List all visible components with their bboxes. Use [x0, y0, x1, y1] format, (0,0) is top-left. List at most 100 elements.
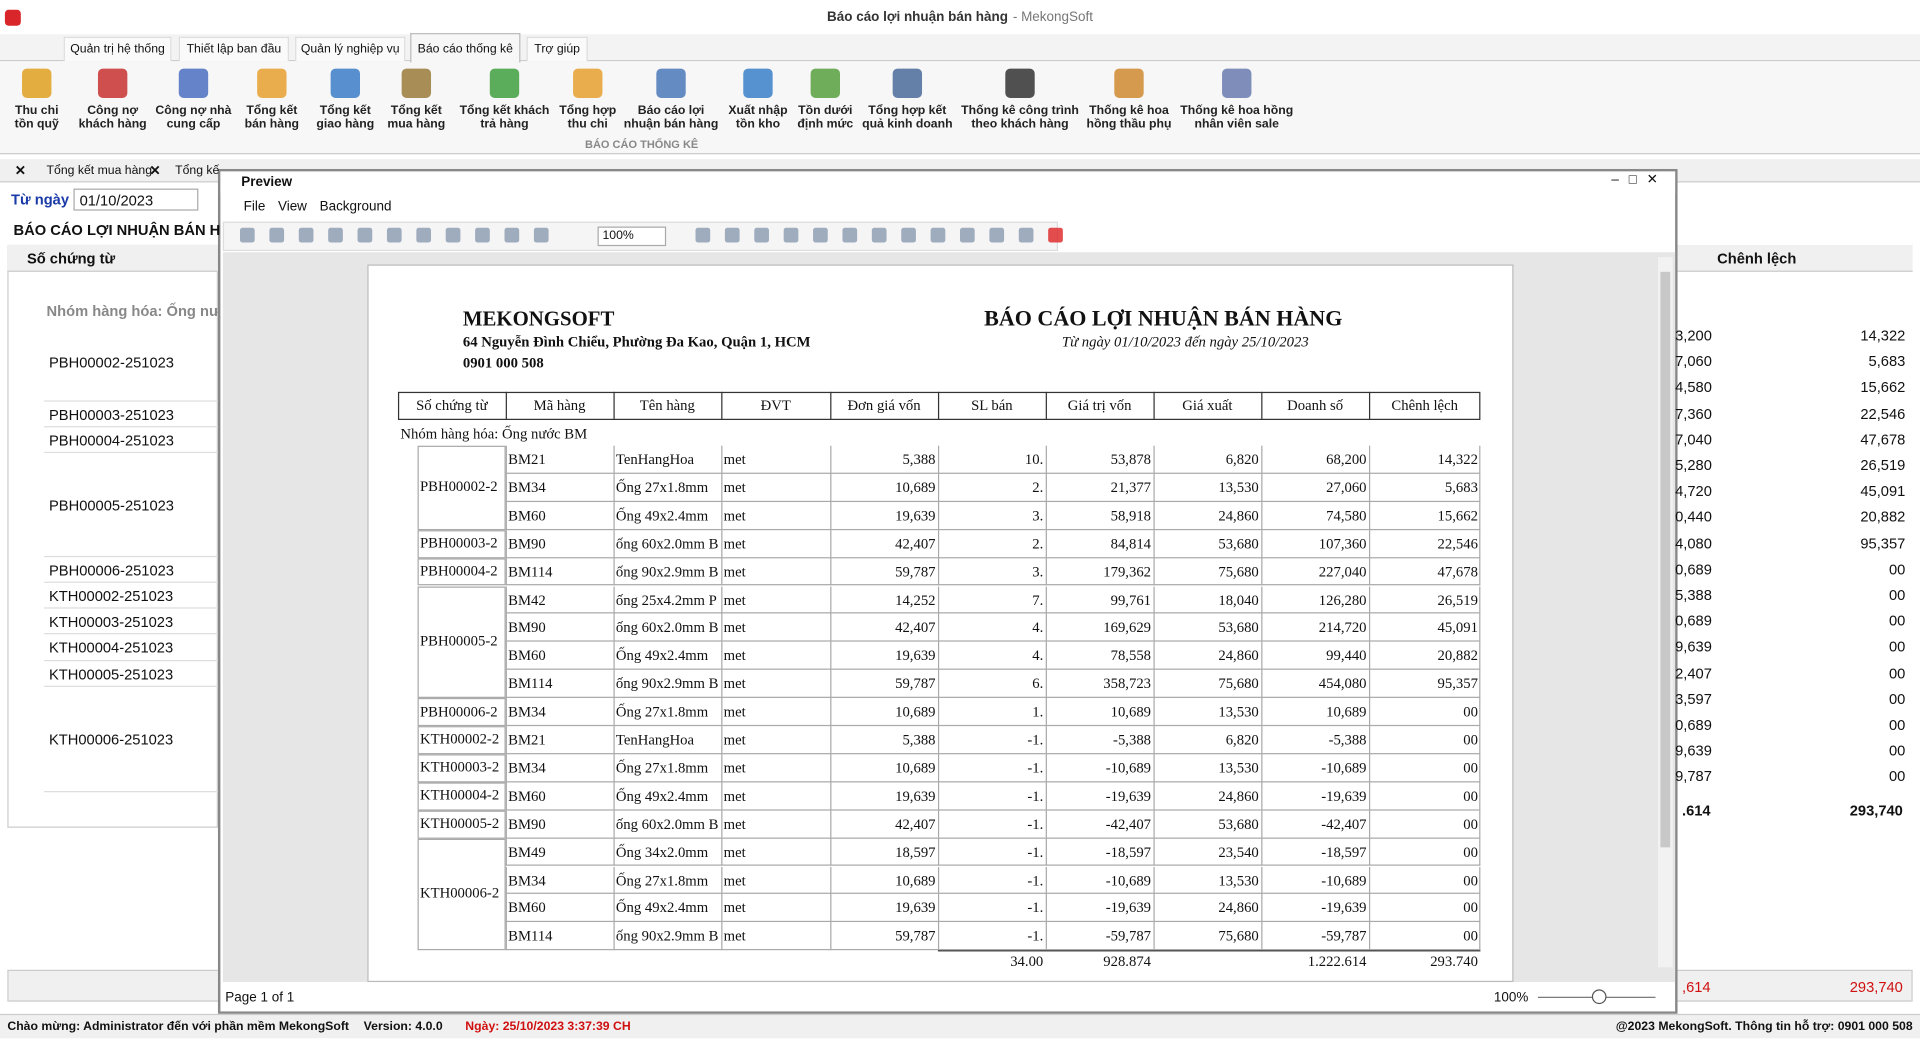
ribbon-button-label[interactable]: nhuận bán hàng: [623, 117, 719, 132]
ribbon-icon[interactable]: [573, 68, 603, 98]
toolbar-button[interactable]: [930, 227, 946, 243]
toolbar-button[interactable]: [783, 227, 799, 243]
ribbon-button-label[interactable]: Công nợ: [87, 104, 139, 118]
menu-tab[interactable]: Quản trị hệ thống: [63, 36, 172, 62]
voucher: PBH00005-2: [420, 632, 498, 650]
cell-divider: [937, 782, 940, 811]
ribbon-button-label[interactable]: Thống kê hoa hồng: [1180, 104, 1294, 118]
toolbar-button[interactable]: [695, 227, 711, 243]
doc-tab[interactable]: Tổng kết mua hàng: [46, 164, 153, 178]
ribbon-icon[interactable]: [1222, 68, 1252, 98]
toolbar-button[interactable]: [842, 227, 858, 243]
ribbon-button-label[interactable]: Thống kê hoa: [1089, 104, 1169, 118]
cell-divider: [721, 810, 723, 839]
ribbon-button-label[interactable]: Xuất nhập: [728, 104, 788, 118]
ribbon-button-label[interactable]: nhân viên sale: [1194, 117, 1279, 132]
ribbon-button-label[interactable]: theo khách hàng: [971, 117, 1069, 132]
zoom-box[interactable]: 100%: [597, 226, 667, 247]
window-buttons[interactable]: –□✕: [1611, 172, 1668, 188]
ribbon-icon[interactable]: [743, 68, 773, 98]
cell-divider: [1045, 501, 1047, 530]
tab-close[interactable]: ✕: [14, 164, 26, 179]
toolbar-button[interactable]: [445, 227, 461, 243]
ribbon-icon[interactable]: [656, 68, 686, 98]
ribbon-button-label[interactable]: Tổng kết: [390, 104, 442, 118]
toolbar-button[interactable]: [813, 227, 828, 243]
ribbon-button-label[interactable]: Báo cáo lợi: [637, 104, 705, 118]
cell-divider: [613, 922, 615, 951]
ribbon-icon[interactable]: [22, 68, 52, 98]
ribbon-button-label[interactable]: Công nợ nhà: [155, 104, 232, 118]
preview-menu-item[interactable]: File: [243, 199, 266, 215]
ribbon-button-label[interactable]: Tổng kết: [246, 104, 298, 118]
preview-menu-item[interactable]: View: [277, 199, 307, 215]
toolbar-button[interactable]: [989, 227, 1005, 243]
ribbon-icon[interactable]: [489, 68, 520, 98]
ribbon-button-label[interactable]: Tồn dưới: [798, 104, 853, 118]
grid-cell: 5,683: [1868, 352, 1906, 371]
ribbon-icon[interactable]: [810, 68, 841, 98]
voucher-cell: [417, 838, 506, 951]
date-input[interactable]: 01/10/2023: [73, 188, 199, 211]
toolbar-button[interactable]: [269, 227, 285, 243]
report-cell: Ống 27x1.8mm: [615, 702, 709, 721]
toolbar-button[interactable]: [901, 227, 916, 243]
ribbon-icon[interactable]: [892, 68, 923, 98]
toolbar-button[interactable]: [298, 227, 314, 243]
toolbar-button[interactable]: [475, 227, 490, 243]
doc-tab[interactable]: Tổng kế: [175, 164, 220, 178]
toolbar-button[interactable]: [416, 227, 432, 243]
ribbon-icon[interactable]: [330, 68, 361, 98]
ribbon-button-label[interactable]: tồn quỹ: [14, 117, 59, 132]
toolbar-button[interactable]: [328, 227, 343, 243]
ribbon-button-label[interactable]: bán hàng: [244, 117, 300, 132]
ribbon-button-label[interactable]: Tổng hợp kết: [868, 104, 947, 118]
menu-tab[interactable]: Trợ giúp: [526, 36, 588, 62]
ribbon-button-label[interactable]: Thu chi: [14, 104, 59, 118]
app-name: - MekongSoft: [1012, 9, 1093, 25]
ribbon-button-label[interactable]: mua hàng: [387, 117, 446, 132]
ribbon-button-label[interactable]: quả kinh doanh: [862, 117, 953, 132]
toolbar-button[interactable]: [504, 227, 520, 243]
preview-menu-item[interactable]: Background: [319, 199, 392, 215]
report-cell: 00: [1463, 787, 1478, 805]
ribbon-icon[interactable]: [97, 68, 128, 98]
menu-tab[interactable]: Báo cáo thống kê: [410, 33, 521, 63]
toolbar-button[interactable]: [357, 227, 373, 243]
ribbon-icon[interactable]: [257, 68, 287, 98]
ribbon-button-label[interactable]: khách hàng: [78, 117, 147, 132]
ribbon-button-label[interactable]: trả hàng: [480, 117, 529, 132]
ribbon-button-label[interactable]: cung cấp: [166, 117, 221, 132]
ribbon-icon[interactable]: [178, 68, 209, 98]
voucher-cell: [417, 445, 506, 530]
ribbon-button-label[interactable]: thu chi: [567, 117, 608, 132]
toolbar-button[interactable]: [960, 227, 975, 243]
toolbar-button[interactable]: [1048, 227, 1063, 243]
menu-tab[interactable]: Thiết lập ban đầu: [178, 36, 289, 62]
toolbar-button[interactable]: [533, 227, 549, 243]
tab-close[interactable]: ✕: [149, 164, 161, 179]
grid-cell: KTH00002-251023: [48, 587, 174, 605]
ribbon-button-label[interactable]: Tổng hợp: [559, 104, 617, 118]
ribbon-button-label[interactable]: giao hàng: [316, 117, 375, 132]
toolbar-button[interactable]: [1018, 227, 1034, 243]
ribbon-button-label[interactable]: Tổng kết: [319, 104, 371, 118]
cell-divider: [1045, 529, 1047, 558]
cell-divider: [613, 782, 615, 811]
toolbar-button[interactable]: [240, 227, 255, 243]
menu-tab[interactable]: Quản lý nghiệp vụ: [295, 36, 406, 62]
toolbar-button[interactable]: [724, 227, 740, 243]
ribbon-icon[interactable]: [401, 68, 432, 98]
toolbar-button[interactable]: [871, 227, 887, 243]
ribbon-button-label[interactable]: tồn kho: [735, 117, 781, 132]
ribbon-button-label[interactable]: hồng thầu phụ: [1086, 117, 1172, 132]
toolbar-button[interactable]: [754, 227, 769, 243]
ribbon-icon[interactable]: [1005, 68, 1035, 98]
ribbon-button-label[interactable]: Tổng kết khách: [459, 104, 550, 118]
ribbon-button-label[interactable]: định mức: [797, 117, 854, 132]
toolbar-button[interactable]: [386, 227, 402, 243]
zoom-thumb[interactable]: [1591, 989, 1607, 1005]
report-cell: 14,322: [1437, 450, 1478, 468]
ribbon-button-label[interactable]: Thống kê công trình: [961, 104, 1079, 118]
ribbon-icon[interactable]: [1114, 68, 1144, 98]
